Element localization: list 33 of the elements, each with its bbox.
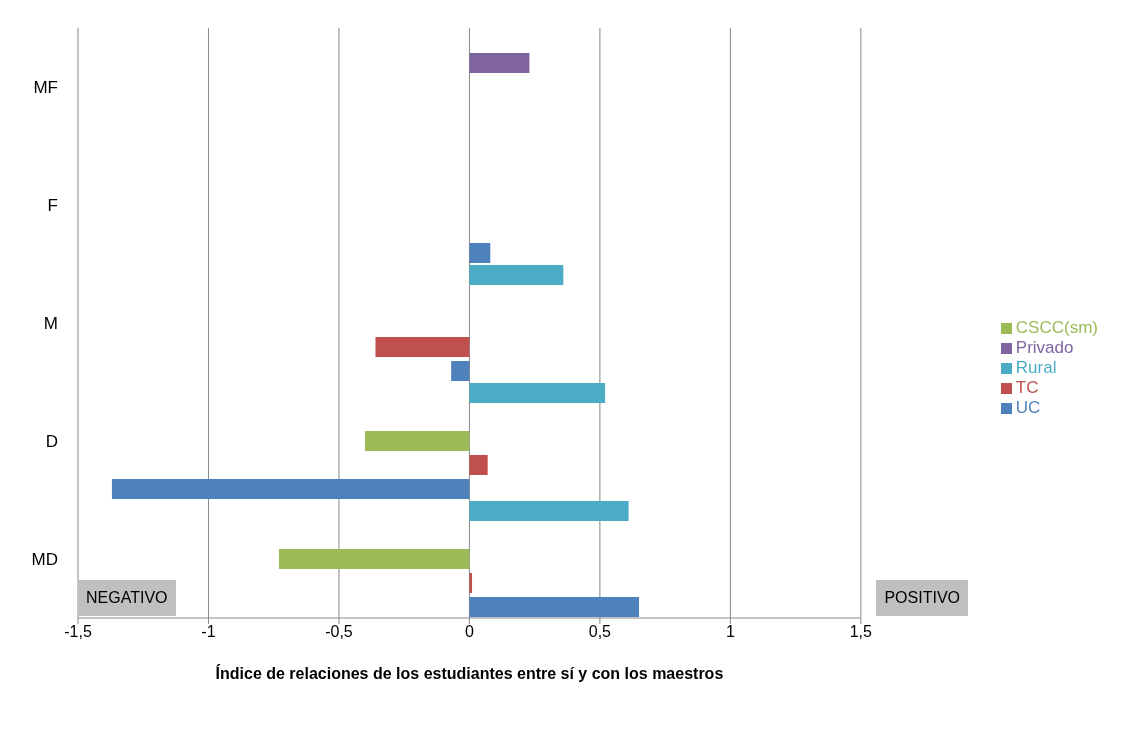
x-tick-label: 0,5 — [588, 623, 612, 641]
legend-label: Privado — [1015, 338, 1074, 357]
bar — [278, 549, 470, 569]
legend-label: UC — [1015, 398, 1041, 417]
legend-label: TC — [1015, 378, 1039, 397]
legend-label: CSCC(sm) — [1015, 318, 1098, 337]
x-tick-label: 1,5 — [849, 623, 873, 641]
y-tick-label: MF — [33, 78, 58, 98]
x-tick-label: -1 — [201, 623, 216, 641]
bar — [111, 479, 470, 499]
annotation: NEGATIVO — [78, 580, 176, 616]
x-tick-label: 0 — [464, 623, 474, 641]
bar — [469, 53, 530, 73]
bar — [451, 361, 470, 381]
bar — [365, 431, 470, 451]
y-tick-label: F — [47, 196, 58, 216]
y-tick-label: D — [45, 432, 58, 452]
x-tick-label: 1 — [725, 623, 735, 641]
x-tick-label: -1,5 — [64, 623, 92, 641]
bar — [469, 383, 606, 403]
legend-label: Rural — [1015, 358, 1057, 377]
x-axis-title: Índice de relaciones de los estudiantes entre sí y con los maestros — [215, 664, 724, 683]
bar — [469, 573, 473, 593]
y-tick-label: MD — [31, 550, 58, 570]
x-tick-label: -0,5 — [325, 623, 353, 641]
bar — [469, 455, 488, 475]
bar — [469, 501, 629, 521]
text: POSITIVO — [876, 580, 968, 616]
bar — [469, 243, 491, 263]
bar — [469, 597, 640, 617]
bar — [375, 337, 470, 357]
bar — [469, 265, 564, 285]
y-tick-label: M — [43, 314, 58, 334]
